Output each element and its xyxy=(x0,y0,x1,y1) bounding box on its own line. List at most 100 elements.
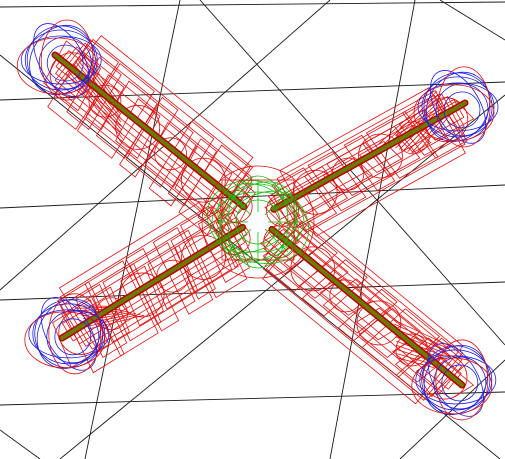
grid-line xyxy=(0,1,505,8)
arm-detail-line xyxy=(394,323,450,350)
rotor-ring xyxy=(419,349,493,411)
arm-section-ring xyxy=(49,52,95,98)
rotor-inner-ring xyxy=(46,310,100,364)
rotor-ring xyxy=(24,29,98,91)
rotor-mount-ring xyxy=(48,293,102,375)
arm-detail-line xyxy=(397,353,437,366)
rotor-mount-ring xyxy=(413,84,495,142)
arm-detail-line xyxy=(394,328,448,352)
arm-section xyxy=(170,229,216,300)
arm-section xyxy=(76,63,155,159)
arm-detail-line xyxy=(69,68,123,131)
grid-line xyxy=(0,429,41,459)
arm-outline xyxy=(59,205,242,350)
arm-detail-line xyxy=(65,72,124,139)
grid-line xyxy=(199,0,505,346)
arm-2 xyxy=(264,87,475,237)
hub-outer-ring xyxy=(201,165,315,279)
rotor-inner-ring xyxy=(435,83,489,137)
grid-line xyxy=(0,184,505,209)
hub-ring xyxy=(206,180,310,264)
rotor-ring xyxy=(425,71,491,142)
arm-detail-line xyxy=(82,51,119,101)
rotor-guard-3 xyxy=(24,293,110,375)
arm-section xyxy=(197,208,250,283)
rotor-ring xyxy=(423,344,488,415)
arm-outline xyxy=(54,42,253,216)
arm-outline xyxy=(276,90,466,233)
rotor-ring xyxy=(36,298,101,369)
arm-section xyxy=(301,259,368,317)
rotor-ring xyxy=(417,82,499,132)
arm-detail-line xyxy=(378,91,438,144)
arm-detail-line xyxy=(382,93,439,146)
rotor-ring xyxy=(415,355,497,405)
rotor-ring xyxy=(32,303,106,365)
rotor-ring xyxy=(29,25,94,96)
arm-section xyxy=(95,80,158,159)
arm-detail-line xyxy=(87,313,141,327)
arm-detail-line xyxy=(89,314,145,330)
arm-section-ring xyxy=(115,105,161,150)
arm-spar xyxy=(271,101,467,212)
arm-section xyxy=(180,206,248,299)
rotor-ring xyxy=(28,309,110,359)
arm-section xyxy=(174,145,233,217)
rotor-mount-ring xyxy=(40,19,94,101)
arm-section xyxy=(119,96,179,178)
rotor-inner-ring xyxy=(46,44,84,82)
rotor-inner-ring xyxy=(433,356,487,410)
rotor-mount-ring xyxy=(16,37,98,95)
hub-spoke xyxy=(228,192,252,216)
arm-section xyxy=(120,265,164,327)
arm-section-ring xyxy=(329,279,363,313)
grid-line xyxy=(0,281,505,301)
grid-line xyxy=(439,0,505,41)
hub-spoke xyxy=(264,228,288,252)
rotor-guard-2 xyxy=(413,66,499,148)
rotor-guards xyxy=(16,19,499,421)
rotor-inner-ring xyxy=(441,364,479,402)
arm-spar xyxy=(53,53,246,209)
hub-ring xyxy=(217,183,299,261)
arm-section xyxy=(337,288,398,342)
rotor-mount-ring xyxy=(411,357,493,415)
arm-1 xyxy=(43,35,256,236)
arm-section xyxy=(57,281,125,374)
rotor-ring xyxy=(421,76,495,138)
grid-line xyxy=(0,81,505,101)
rotor-mount-ring xyxy=(437,66,491,148)
arm-detail-line xyxy=(67,70,123,135)
arm-section xyxy=(47,39,119,130)
arm-section xyxy=(265,229,338,293)
rotor-guard-1 xyxy=(16,19,102,101)
arm-3 xyxy=(52,201,253,374)
arm-section xyxy=(148,120,215,207)
arm-section xyxy=(75,283,128,359)
arm-section xyxy=(93,286,130,343)
hub-frame xyxy=(221,179,295,261)
arm-outline xyxy=(262,221,463,398)
arm-detail-line xyxy=(415,114,451,155)
grid-line xyxy=(0,391,505,406)
rotor-guard-4 xyxy=(411,339,497,421)
arm-section xyxy=(147,244,199,310)
rotor-ring xyxy=(20,35,102,85)
grid-line xyxy=(84,0,181,459)
arm-section-ring xyxy=(88,84,122,118)
arm-outline xyxy=(60,209,244,347)
grid-line xyxy=(329,0,416,459)
arm-section xyxy=(66,56,122,130)
arm-section xyxy=(152,227,214,315)
arm-section xyxy=(197,162,253,236)
hub-ring xyxy=(219,181,297,263)
arm-section xyxy=(144,121,197,188)
grid-line xyxy=(59,94,505,459)
rotor-inner-ring xyxy=(54,318,92,356)
arm-section xyxy=(125,104,194,188)
hub-spoke xyxy=(228,228,252,252)
arm-section-ring xyxy=(422,354,468,400)
arm-detail-line xyxy=(393,319,452,348)
